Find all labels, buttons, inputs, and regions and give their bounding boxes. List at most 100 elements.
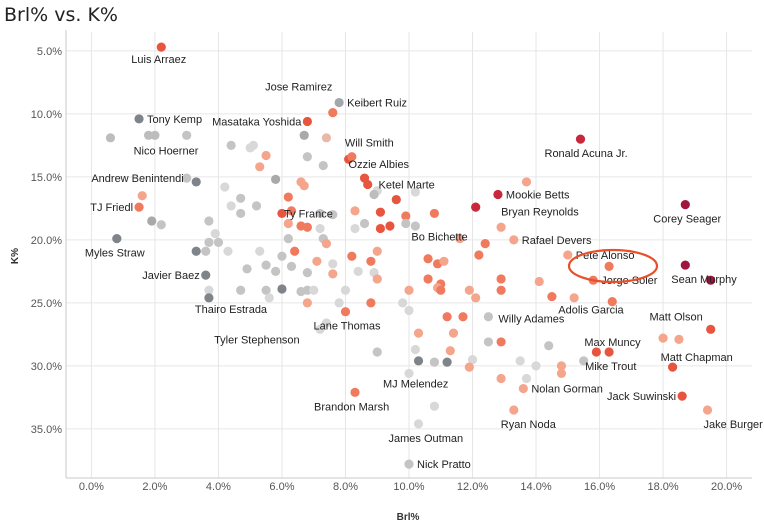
point-player-5[interactable] [105, 133, 116, 143]
point-player-7[interactable] [150, 130, 160, 140]
point-player-18[interactable] [318, 160, 328, 171]
point-nolan-gorman[interactable] [518, 383, 528, 394]
point-player-50[interactable] [471, 202, 481, 212]
point-player-136[interactable] [413, 328, 424, 338]
point-pete-alonso[interactable] [563, 250, 573, 260]
point-andrew-benintendi[interactable] [182, 173, 192, 183]
point-tony-kemp[interactable] [134, 114, 144, 124]
point-tyler-stephenson[interactable] [315, 324, 325, 334]
point-player-151[interactable] [410, 344, 420, 355]
point-player-13[interactable] [321, 133, 332, 143]
point-player-137[interactable] [442, 312, 452, 322]
point-jack-suwinski[interactable] [677, 391, 687, 401]
point-player-58[interactable] [302, 222, 312, 232]
point-will-smith[interactable] [347, 152, 357, 162]
point-player-153[interactable] [413, 356, 424, 366]
point-player-55[interactable] [204, 216, 214, 226]
point-player-143[interactable] [496, 337, 506, 347]
point-player-142[interactable] [483, 337, 493, 347]
point-player-12[interactable] [299, 130, 309, 140]
point-player-35[interactable] [521, 177, 532, 187]
point-player-23[interactable] [220, 182, 230, 192]
point-player-79[interactable] [255, 246, 265, 256]
point-player-166[interactable] [556, 368, 567, 379]
point-player-77[interactable] [201, 246, 211, 256]
point-matt-chapman[interactable] [668, 362, 678, 372]
point-player-134[interactable] [404, 305, 414, 316]
point-player-103[interactable] [372, 274, 382, 284]
point-player-88[interactable] [423, 254, 433, 264]
point-player-40[interactable] [236, 208, 246, 219]
point-javier-baez[interactable] [201, 270, 211, 280]
point-player-138[interactable] [458, 312, 468, 322]
point-player-112[interactable] [236, 285, 246, 295]
point-player-87[interactable] [372, 246, 382, 256]
point-player-118[interactable] [340, 285, 351, 295]
point-player-84[interactable] [328, 259, 338, 269]
point-ryan-noda[interactable] [509, 405, 519, 415]
point-player-148[interactable] [674, 334, 684, 345]
point-player-100[interactable] [328, 269, 338, 279]
point-willy-adames[interactable] [483, 312, 493, 322]
point-player-135[interactable] [321, 318, 332, 328]
point-max-muncy[interactable] [591, 347, 601, 357]
point-ronald-acuna-jr[interactable] [575, 134, 586, 144]
point-player-59[interactable] [315, 223, 325, 234]
point-mookie-betts[interactable] [493, 189, 503, 200]
point-keibert-ruiz[interactable] [334, 97, 344, 108]
point-player-104[interactable] [423, 274, 433, 284]
point-player-82[interactable] [290, 246, 300, 256]
point-myles-straw[interactable] [112, 234, 122, 244]
point-player-33[interactable] [283, 192, 293, 202]
point-player-125[interactable] [302, 298, 312, 308]
point-player-8[interactable] [182, 130, 192, 140]
point-player-146[interactable] [604, 347, 614, 357]
point-player-37[interactable] [137, 191, 147, 201]
point-player-160[interactable] [579, 356, 589, 366]
point-player-91[interactable] [474, 250, 484, 260]
point-player-113[interactable] [261, 285, 271, 295]
point-player-22[interactable] [191, 177, 201, 187]
point-player-70[interactable] [283, 234, 293, 244]
point-rafael-devers[interactable] [509, 235, 519, 245]
point-player-132[interactable] [607, 297, 617, 307]
point-player-78[interactable] [223, 246, 233, 256]
point-player-11[interactable] [248, 140, 258, 150]
point-nico-hoerner[interactable] [143, 130, 154, 140]
point-lane-thomas[interactable] [340, 307, 351, 317]
point-player-69[interactable] [213, 237, 224, 248]
point-player-67[interactable] [210, 228, 220, 239]
point-player-155[interactable] [442, 357, 452, 367]
point-player-124[interactable] [264, 293, 274, 303]
point-player-108[interactable] [534, 276, 544, 287]
point-player-110[interactable] [706, 275, 716, 285]
point-player-73[interactable] [455, 234, 465, 244]
point-player-44[interactable] [315, 208, 325, 219]
point-player-159[interactable] [556, 361, 567, 371]
point-player-81[interactable] [277, 251, 287, 261]
point-player-116[interactable] [302, 285, 312, 295]
point-thairo-estrada[interactable] [204, 293, 214, 303]
point-player-128[interactable] [398, 298, 408, 308]
point-matt-olson[interactable] [706, 324, 716, 334]
point-player-68[interactable] [204, 237, 214, 248]
point-player-76[interactable] [191, 246, 201, 256]
point-player-17[interactable] [302, 152, 312, 162]
point-player-129[interactable] [471, 293, 481, 303]
point-player-162[interactable] [464, 362, 474, 372]
point-player-144[interactable] [544, 341, 554, 351]
point-nick-pratto[interactable] [404, 459, 414, 469]
point-player-127[interactable] [366, 298, 376, 308]
point-player-28[interactable] [363, 179, 373, 190]
point-masataka-yoshida[interactable] [302, 116, 312, 127]
point-player-120[interactable] [436, 285, 446, 295]
point-mj-melendez[interactable] [404, 368, 414, 379]
point-player-85[interactable] [347, 251, 357, 261]
point-player-119[interactable] [404, 285, 414, 295]
point-player-43[interactable] [286, 206, 297, 216]
point-bo-bichette[interactable] [375, 223, 386, 234]
point-player-72[interactable] [321, 239, 332, 249]
point-player-9[interactable] [226, 140, 236, 150]
point-sean-murphy[interactable] [680, 260, 690, 270]
point-player-99[interactable] [302, 268, 312, 278]
